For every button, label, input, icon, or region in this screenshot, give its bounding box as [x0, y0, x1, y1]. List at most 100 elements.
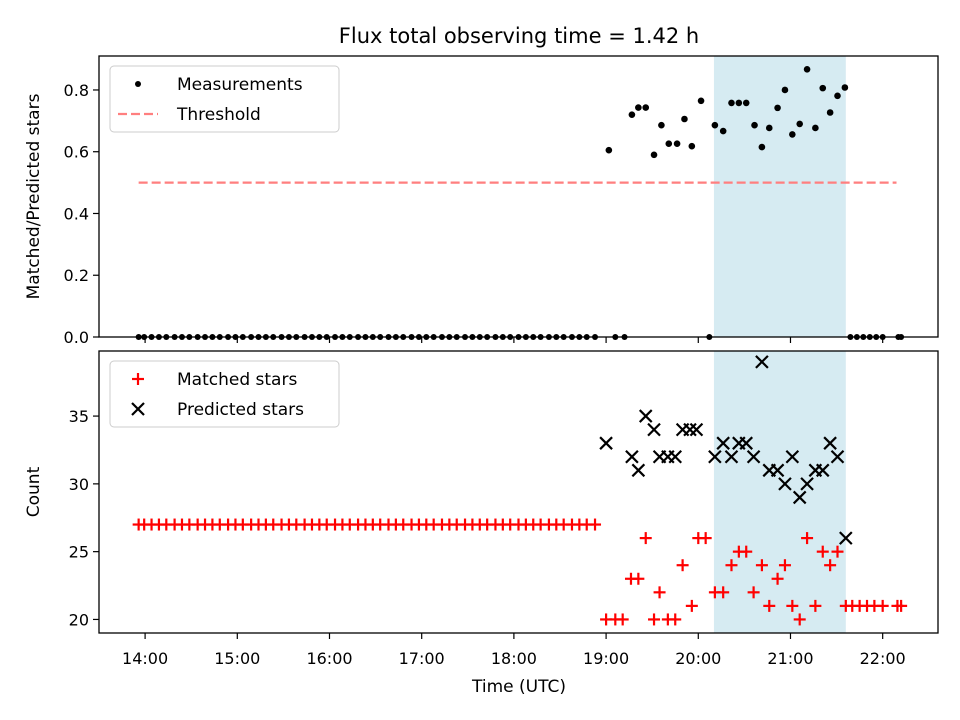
y-tick-label-bottom-3: 35	[69, 407, 89, 426]
matched-point-4	[632, 572, 645, 585]
predicted-point-13	[724, 449, 739, 464]
measurement-point-17	[758, 143, 766, 151]
x-tick-label-1: 15:00	[214, 649, 260, 668]
y-axis-label-bottom: Count	[24, 466, 44, 517]
predicted-point-10-b	[689, 422, 704, 437]
x-tick-label-5: 19:00	[583, 649, 629, 668]
y-tick-label-bottom-1: 25	[69, 543, 89, 562]
y-tick-label-top-4: 0.8	[64, 81, 89, 100]
measurement-point-15	[742, 99, 750, 107]
predicted-point-21	[785, 449, 800, 464]
chart-title: Flux total observing time = 1.42 h	[339, 24, 699, 48]
legend-label-bottom-1: Predicted stars	[177, 400, 304, 420]
predicted-point-25	[815, 463, 830, 478]
predicted-point-19	[770, 463, 785, 478]
predicted-point-3-b	[638, 409, 653, 423]
top-panel: 0.0 0.2 0.4 0.6 0.8 Matched/Predicted stars Me…	[24, 55, 939, 347]
matched-point-36	[876, 599, 889, 612]
matched-point-7	[653, 586, 666, 599]
predicted-point-26-b	[823, 436, 837, 450]
predicted-point-2-b	[631, 463, 646, 478]
matched-point-19	[747, 586, 760, 599]
predicted-point-4	[647, 422, 661, 437]
x-tick-label-0: 14:00	[122, 649, 168, 668]
axes-frame-bottom	[98, 350, 939, 634]
matched-point-18	[740, 545, 753, 558]
y-tick-label-bottom-0: 20	[69, 610, 89, 629]
matched-point-29	[824, 559, 837, 572]
measurement-point-25	[819, 84, 827, 92]
x-tick-label-6: 20:00	[675, 649, 721, 668]
measurement-point-3	[642, 104, 650, 111]
predicted-point-20	[778, 477, 792, 491]
predicted-point-10	[689, 422, 704, 437]
measurement-point-9	[688, 142, 696, 150]
measurement-point-22	[796, 120, 804, 128]
matched-point-11	[685, 599, 698, 612]
measurement-point-12	[719, 127, 727, 135]
predicted-point-7	[668, 449, 683, 464]
measurement-point-23	[803, 65, 811, 73]
y-tick-label-bottom-2: 30	[69, 475, 89, 494]
predicted-point-15-b	[739, 436, 754, 450]
predicted-point-25-b	[815, 463, 830, 478]
x-tick-label-7: 21:00	[767, 649, 813, 668]
measurement-point-10	[697, 97, 705, 105]
matched-point-27	[809, 599, 822, 612]
measurement-point-2	[635, 104, 642, 111]
matched-point-13	[699, 532, 712, 545]
x-tick-label-8: 22:00	[860, 649, 906, 668]
predicted-point-26	[823, 436, 837, 450]
matched-point-10	[676, 559, 689, 572]
predicted-point-27	[830, 449, 845, 464]
matched-point-run-60	[589, 518, 602, 531]
predicted-point-13-b	[724, 449, 739, 464]
legend-label-top-1: Threshold	[176, 105, 261, 125]
matched-point-9	[669, 613, 682, 626]
measurement-point-11	[711, 121, 719, 129]
predicted-point-21-b	[785, 449, 800, 464]
predicted-point-23	[800, 477, 814, 491]
predicted-point-22	[792, 490, 807, 505]
measurement-point-28	[841, 84, 849, 91]
matched-point-16	[725, 559, 738, 572]
measurement-point-1	[628, 111, 636, 118]
legend-marker-top-0	[135, 81, 141, 87]
predicted-point-19-b	[770, 463, 785, 478]
axes-frame-top	[98, 55, 939, 338]
predicted-point-17	[755, 355, 769, 369]
matched-point-15	[717, 586, 730, 599]
measurement-point-26	[826, 109, 834, 116]
legend-marker-bottom-1-b	[131, 402, 145, 416]
predicted-point-27-b	[830, 449, 845, 464]
measurement-point-20	[781, 86, 789, 94]
predicted-point-1	[625, 449, 639, 464]
matched-point-26	[801, 532, 814, 545]
predicted-point-11-b	[708, 449, 722, 464]
measurement-point-7	[673, 140, 681, 147]
measurement-point-21	[789, 131, 796, 138]
measurement-point-4	[650, 151, 658, 159]
measurement-point-0	[605, 146, 613, 154]
matched-point-6	[648, 613, 661, 626]
predicted-point-1-b	[625, 449, 639, 464]
matched-point-23	[778, 559, 791, 572]
predicted-point-7-b	[668, 449, 683, 464]
measurement-point-6	[665, 140, 673, 147]
matched-point-28	[816, 545, 829, 558]
matched-point-24	[786, 599, 799, 612]
shaded-span-top	[713, 56, 846, 337]
predicted-point-20-b	[778, 477, 792, 491]
legend-bottom: Matched stars Predicted stars	[109, 360, 340, 428]
legend-label-top-0: Measurements	[177, 75, 303, 95]
predicted-point-0	[599, 436, 613, 450]
y-tick-label-top-1: 0.2	[64, 266, 89, 285]
measurement-point-13	[728, 99, 735, 107]
predicted-point-17-b	[755, 355, 769, 369]
x-axis-label: Time (UTC)	[471, 677, 566, 697]
legend-marker-bottom-1	[131, 402, 145, 416]
x-tick-label-3: 17:00	[399, 649, 445, 668]
predicted-point-0-b	[599, 436, 613, 450]
predicted-point-2	[631, 463, 646, 478]
